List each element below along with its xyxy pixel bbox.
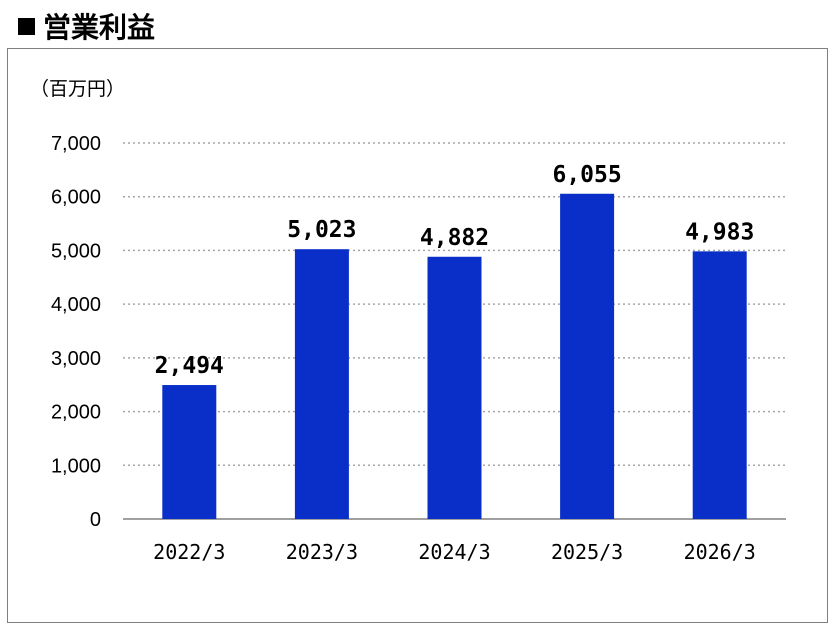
- title-square-icon: [18, 17, 35, 35]
- y-tick-label: 6,000: [51, 187, 101, 209]
- y-tick-label: 1,000: [51, 455, 101, 477]
- y-tick-label: 7,000: [51, 133, 101, 155]
- y-tick-label: 0: [90, 509, 101, 531]
- page-title: 営業利益: [18, 6, 155, 46]
- data-label: 2,494: [155, 353, 224, 379]
- bar: [560, 193, 615, 519]
- chart-frame: [7, 48, 828, 623]
- bar: [692, 251, 747, 519]
- data-label: 6,055: [552, 162, 621, 188]
- bar: [427, 256, 482, 519]
- data-label: 4,882: [420, 225, 489, 251]
- bar: [294, 249, 349, 519]
- unit-label: （百万円）: [30, 78, 126, 100]
- x-tick-label: 2023/3: [286, 540, 358, 564]
- x-tick-label: 2025/3: [551, 540, 623, 564]
- y-tick-label: 5,000: [51, 240, 101, 262]
- data-label: 4,983: [685, 219, 754, 245]
- bar: [162, 385, 217, 519]
- y-tick-label: 4,000: [51, 294, 101, 316]
- page-title-text: 営業利益: [43, 11, 156, 44]
- x-tick-label: 2022/3: [153, 540, 225, 564]
- data-label: 5,023: [287, 217, 356, 243]
- y-tick-label: 2,000: [51, 402, 101, 424]
- x-tick-label: 2026/3: [684, 540, 756, 564]
- y-tick-label: 3,000: [51, 348, 101, 370]
- x-tick-label: 2024/3: [418, 540, 490, 564]
